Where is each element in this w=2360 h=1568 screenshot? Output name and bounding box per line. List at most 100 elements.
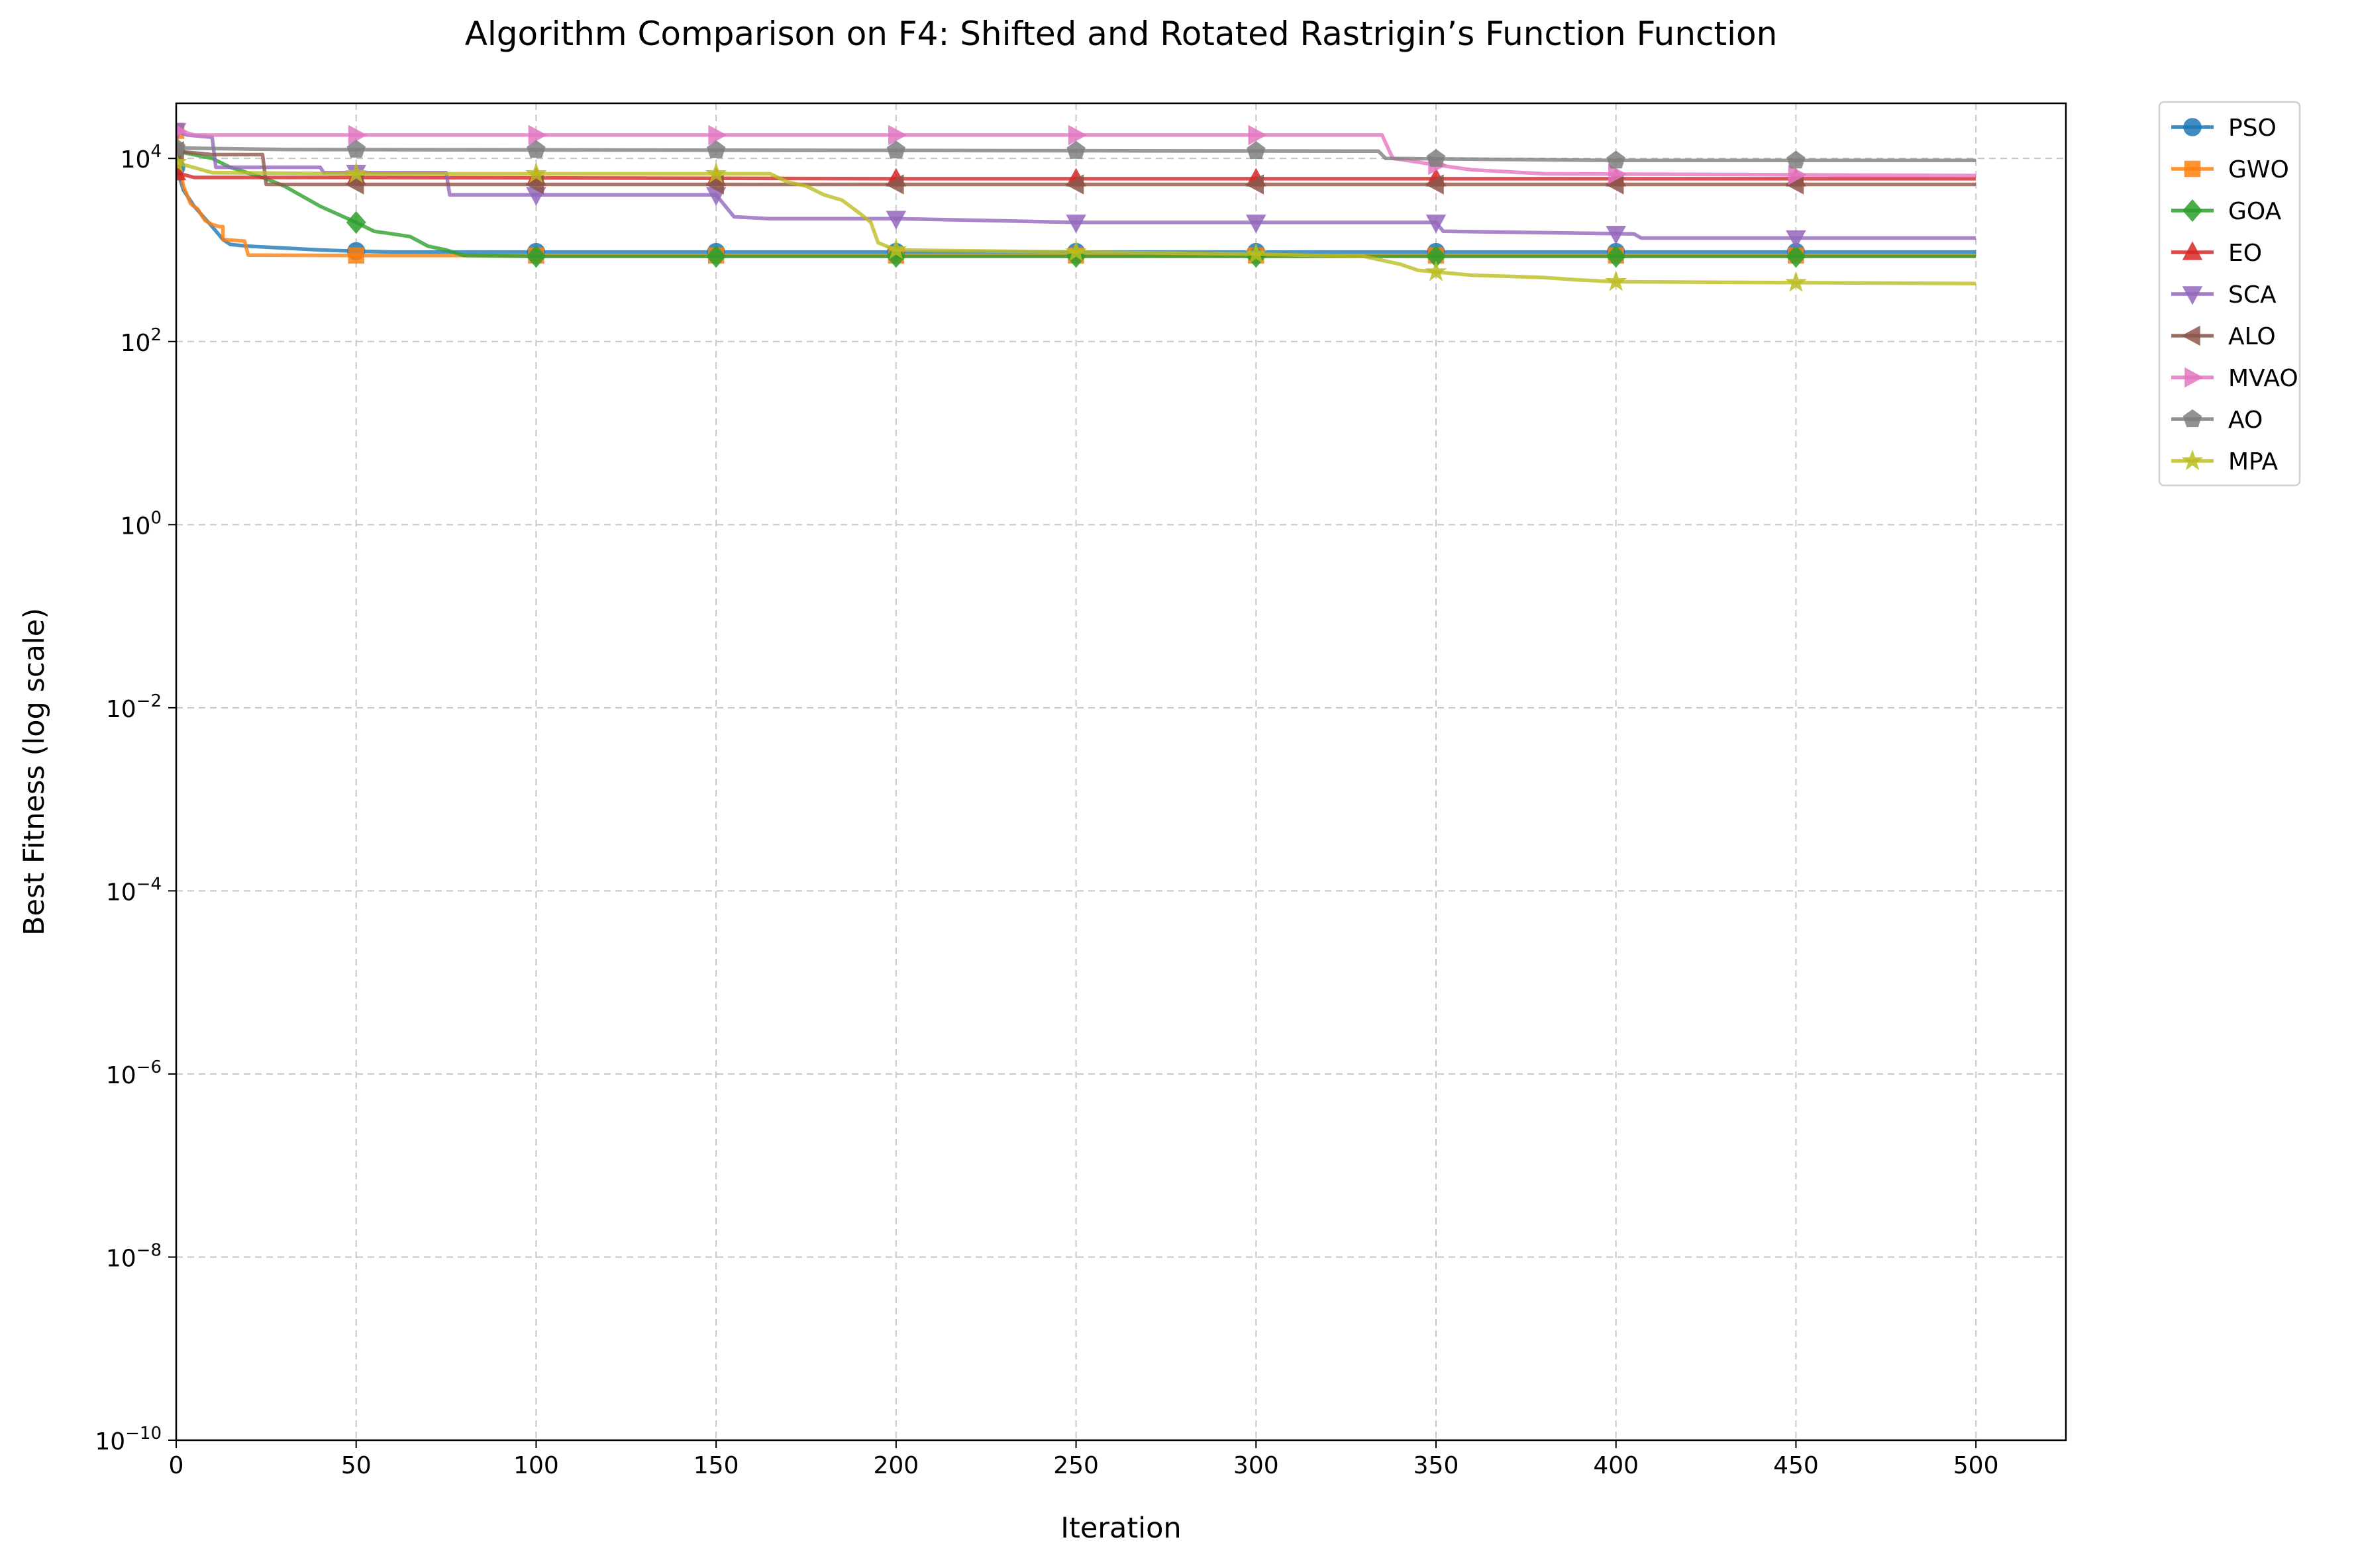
data-point-mpa — [1425, 260, 1447, 281]
legend-item-mpa: MPA — [2171, 448, 2278, 475]
data-point-ao — [1786, 150, 1806, 169]
x-axis: 0 50 100 150 200 250 300 350 400 450 500 — [169, 1440, 1999, 1479]
x-tick-label: 150 — [693, 1452, 739, 1479]
series-mpa — [176, 151, 1976, 292]
x-tick-label: 250 — [1053, 1452, 1099, 1479]
legend-marker-pso — [2183, 118, 2202, 136]
legend-label: AO — [2228, 407, 2263, 434]
x-tick-label: 0 — [169, 1452, 184, 1479]
legend-marker-mvao — [2184, 367, 2204, 388]
data-point-goa — [1786, 245, 1806, 268]
data-point-mpa — [705, 162, 727, 183]
legend-label: ALO — [2228, 323, 2276, 350]
legend-marker-mpa — [2181, 449, 2204, 470]
plot-area — [176, 122, 1976, 292]
x-tick-label: 100 — [513, 1452, 559, 1479]
data-point-ao — [706, 140, 726, 158]
data-point-mvao — [708, 124, 727, 146]
data-point-gwo — [348, 247, 364, 264]
legend-label: GOA — [2228, 198, 2282, 225]
data-point-alo — [1245, 174, 1264, 195]
data-point-mvao — [888, 124, 907, 146]
data-point-goa — [1606, 245, 1626, 268]
data-point-mvao — [1068, 124, 1088, 146]
data-point-sca — [1786, 230, 1806, 250]
legend-item-ao: AO — [2171, 407, 2263, 434]
data-point-mpa — [1784, 271, 1807, 292]
legend-box — [2158, 101, 2301, 487]
legend-label: GWO — [2228, 156, 2289, 183]
series-alo — [176, 141, 1976, 195]
data-point-mpa — [1605, 270, 1627, 291]
data-point-sca — [1246, 215, 1266, 234]
legend-item-sca: SCA — [2171, 281, 2277, 309]
x-tick-label: 500 — [1953, 1452, 1999, 1479]
legend-label: MPA — [2228, 448, 2278, 475]
x-tick-label: 200 — [873, 1452, 919, 1479]
x-tick-label: 350 — [1413, 1452, 1459, 1479]
x-tick-label: 300 — [1233, 1452, 1279, 1479]
data-point-ao — [1066, 140, 1086, 159]
data-point-sca — [1066, 215, 1086, 234]
data-point-mpa — [176, 151, 187, 172]
legend-marker-ao — [2182, 409, 2202, 428]
data-point-ao — [886, 140, 906, 159]
chart-title: Algorithm Comparison on F4: Shifted and … — [465, 15, 1778, 53]
x-axis-label: Iteration — [1060, 1512, 1181, 1545]
y-tick-label: 104 — [121, 142, 162, 173]
data-point-mpa — [1245, 242, 1267, 264]
data-point-sca — [886, 211, 907, 230]
y-tick-label: 10−6 — [106, 1057, 162, 1089]
series-line-ao — [176, 146, 1976, 163]
legend-marker-eo — [2182, 241, 2203, 260]
axes-frame — [175, 102, 2067, 1442]
data-point-alo — [885, 174, 904, 195]
data-point-ao — [346, 140, 366, 158]
legend-label: SCA — [2228, 281, 2277, 309]
data-point-ao — [1606, 150, 1625, 169]
legend-item-mvao: MVAO — [2171, 365, 2298, 392]
y-tick-label: 10−2 — [106, 691, 162, 723]
legend-item-eo: EO — [2171, 240, 2262, 267]
legend-item-gwo: GWO — [2171, 156, 2289, 183]
data-point-mvao — [348, 124, 368, 146]
data-point-ao — [527, 140, 546, 158]
data-point-mpa — [1065, 240, 1088, 262]
series-line-alo — [176, 149, 1976, 187]
data-point-mvao — [528, 124, 548, 146]
data-point-goa — [706, 245, 727, 268]
y-tick-label: 10−4 — [106, 874, 162, 906]
data-point-sca — [1425, 215, 1447, 234]
y-tick-label: 102 — [121, 325, 162, 357]
data-point-sca — [1606, 226, 1626, 245]
series-ao — [176, 138, 1976, 169]
data-point-mpa — [885, 238, 907, 260]
legend-item-pso: PSO — [2171, 115, 2277, 142]
data-point-alo — [1425, 174, 1444, 195]
legend-label: MVAO — [2228, 365, 2298, 392]
legend-marker-alo — [2181, 325, 2200, 346]
data-point-ao — [1426, 148, 1446, 167]
legend-item-alo: ALO — [2171, 323, 2276, 350]
legend-marker-goa — [2182, 199, 2202, 222]
data-point-mpa — [345, 162, 368, 183]
x-tick-label: 50 — [341, 1452, 372, 1479]
data-point-goa — [526, 245, 546, 268]
y-axis: 10−10 10−8 10−6 10−4 10−2 100 102 104 — [95, 142, 176, 1455]
data-point-alo — [1064, 174, 1084, 195]
legend-label: PSO — [2228, 115, 2277, 142]
data-point-goa — [346, 211, 366, 234]
series-line-mpa — [176, 160, 1976, 285]
legend-item-goa: GOA — [2171, 198, 2282, 225]
legend-marker-gwo — [2184, 160, 2201, 177]
legend: PSO GWO GOA EO SCA ALO MVAO AO MPA — [2158, 101, 2301, 487]
y-axis-label: Best Fitness (log scale) — [18, 608, 51, 936]
data-point-mvao — [176, 124, 187, 137]
legend-label: EO — [2228, 240, 2262, 267]
data-point-mvao — [1248, 124, 1267, 146]
data-point-mpa — [525, 162, 547, 183]
y-tick-label: 100 — [121, 508, 162, 540]
x-tick-label: 450 — [1773, 1452, 1819, 1479]
